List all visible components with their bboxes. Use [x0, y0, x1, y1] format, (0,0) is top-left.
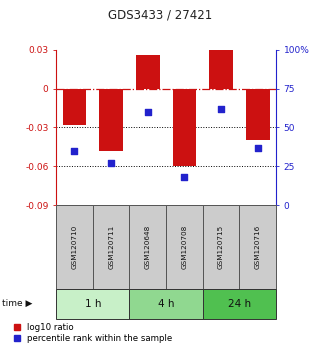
Text: 1 h: 1 h: [84, 298, 101, 309]
Text: GSM120715: GSM120715: [218, 225, 224, 269]
Text: GDS3433 / 27421: GDS3433 / 27421: [108, 9, 213, 22]
Point: [145, 109, 150, 115]
Bar: [166, 205, 203, 289]
Point: [108, 160, 114, 166]
Point: [255, 145, 260, 150]
Text: time ▶: time ▶: [2, 299, 32, 308]
Bar: [239, 205, 276, 289]
Bar: [136, 55, 160, 88]
Point: [72, 148, 77, 154]
Text: 24 h: 24 h: [228, 298, 251, 309]
Bar: [63, 88, 86, 125]
Bar: [129, 205, 166, 289]
Text: GSM120716: GSM120716: [255, 225, 261, 269]
Text: GSM120710: GSM120710: [72, 225, 77, 269]
Bar: [246, 88, 270, 141]
Bar: [172, 88, 196, 166]
Text: GSM120648: GSM120648: [145, 225, 151, 269]
Text: GSM120708: GSM120708: [181, 225, 187, 269]
Bar: [209, 50, 233, 88]
Bar: [56, 289, 129, 319]
Bar: [99, 88, 123, 151]
Text: 4 h: 4 h: [158, 298, 174, 309]
Bar: [129, 289, 203, 319]
Point: [219, 106, 224, 112]
Bar: [203, 205, 239, 289]
Legend: log10 ratio, percentile rank within the sample: log10 ratio, percentile rank within the …: [14, 323, 172, 343]
Bar: [56, 205, 93, 289]
Point: [182, 175, 187, 180]
Text: GSM120711: GSM120711: [108, 225, 114, 269]
Bar: [203, 289, 276, 319]
Bar: [93, 205, 129, 289]
